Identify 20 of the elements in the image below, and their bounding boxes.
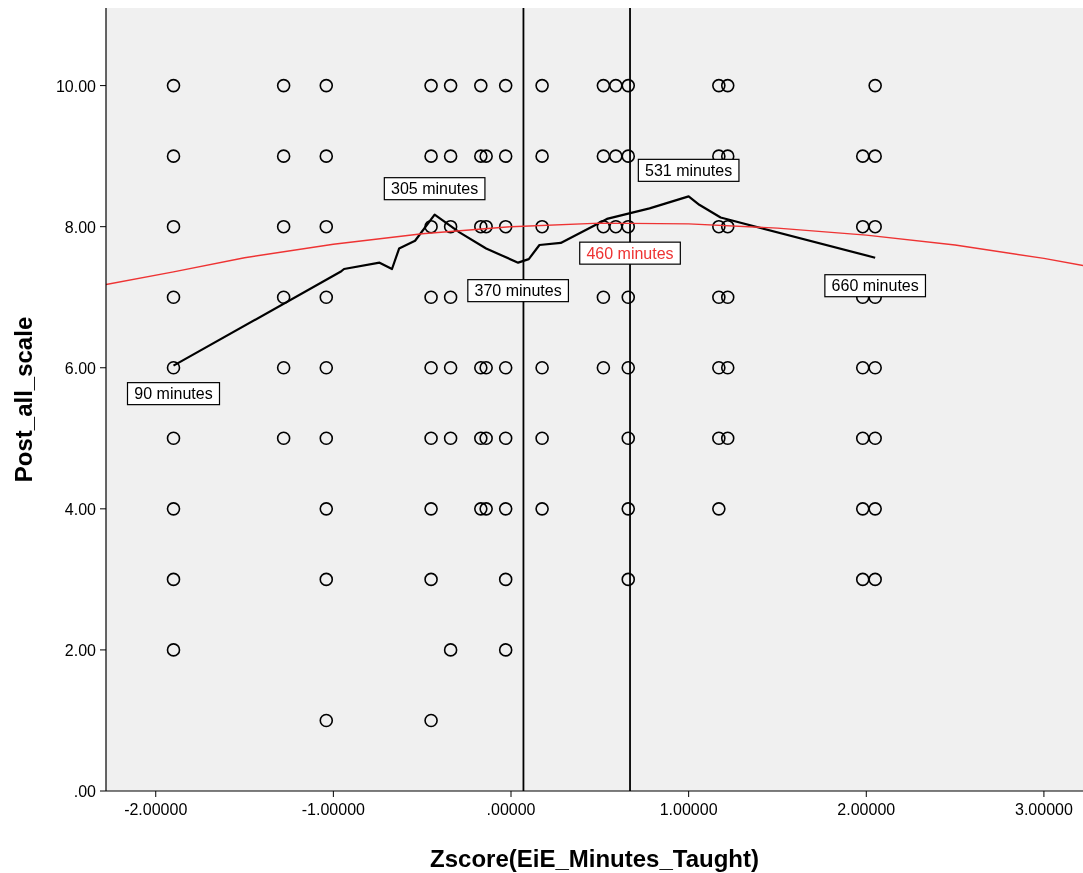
x-axis-title: Zscore(EiE_Minutes_Taught) <box>430 845 759 872</box>
annotation: 660 minutes <box>831 277 919 295</box>
y-tick-label: 6.00 <box>64 359 97 377</box>
x-tick-label: 3.00000 <box>1015 801 1073 818</box>
annotation: 531 minutes <box>645 161 733 179</box>
y-tick-label: 10.00 <box>55 77 97 95</box>
x-tick-label: -2.00000 <box>124 801 188 818</box>
x-tick-label: 2.00000 <box>837 801 896 818</box>
x-tick-label: 1.00000 <box>659 801 718 818</box>
annotation: 305 minutes <box>391 180 479 198</box>
y-tick-label: 2.00 <box>64 641 97 659</box>
y-axis-title: Post_all_scale <box>10 316 37 483</box>
y-tick-label: 4.00 <box>64 500 97 518</box>
annotation: 370 minutes <box>474 282 562 300</box>
x-tick-label: -1.00000 <box>301 801 366 818</box>
series-label: 460 minutes <box>586 244 674 262</box>
annotation: 90 minutes <box>134 385 213 403</box>
y-tick-label: 8.00 <box>64 218 97 236</box>
x-tick-label: .00000 <box>486 801 536 818</box>
y-tick-label: .00 <box>73 783 97 800</box>
